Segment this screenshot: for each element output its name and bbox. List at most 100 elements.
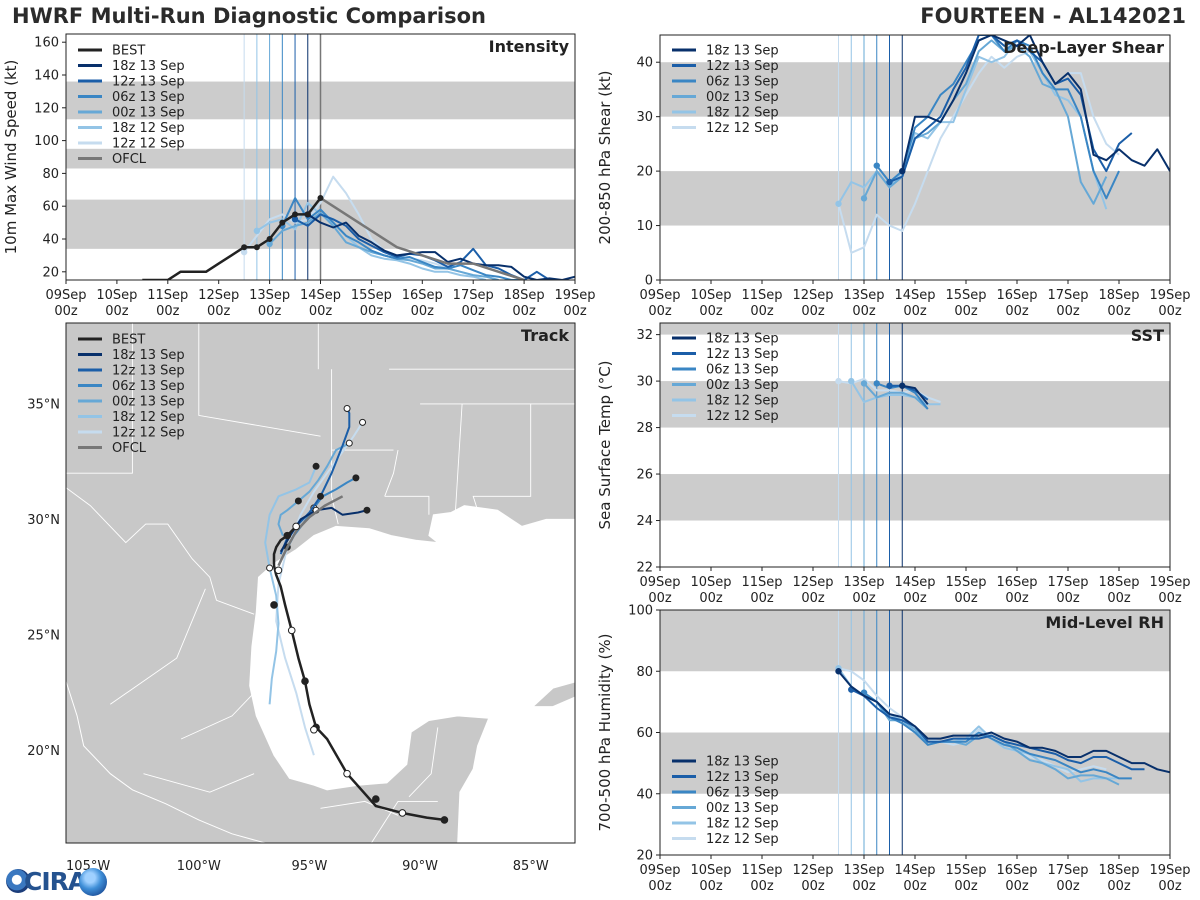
x-tick-sublabel: 00z — [563, 304, 587, 319]
series-init-marker — [240, 248, 248, 256]
x-tick-sublabel: 00z — [699, 879, 723, 894]
x-tick-label: 19Sep — [1149, 863, 1190, 878]
series-init-marker — [873, 162, 880, 169]
x-tick-label: 18Sep — [1098, 863, 1139, 878]
legend-label: 12z 13 Sep — [706, 770, 779, 785]
series-group — [835, 664, 1170, 786]
y-tick-label: 30 — [636, 110, 653, 125]
legend-label: 06z 13 Sep — [706, 786, 779, 801]
y-tick-label: 80 — [42, 167, 59, 182]
border-line — [198, 323, 321, 437]
x-tick-sublabel: 00z — [903, 591, 927, 606]
series-init-marker — [860, 380, 868, 387]
series-init-marker — [291, 216, 299, 223]
x-tick-label: 17Sep — [453, 288, 494, 303]
x-tick-label: 12Sep — [198, 288, 239, 303]
best-point — [241, 244, 248, 251]
x-tick-label: 18Sep — [1098, 288, 1139, 303]
x-tick-label: 11Sep — [741, 863, 782, 878]
panel-title: Mid-Level RH — [1045, 613, 1164, 632]
series-line-2 — [863, 691, 1132, 780]
legend-label: 06z 13 Sep — [706, 363, 779, 378]
lon-tick-label: 90°W — [402, 859, 438, 874]
y-tick-label: 40 — [42, 233, 59, 248]
legend-label: 00z 13 Sep — [706, 378, 779, 393]
lon-tick-label: 85°W — [513, 859, 549, 874]
x-tick-sublabel: 00z — [648, 879, 672, 894]
legend-label: 12z 13 Sep — [706, 347, 779, 362]
legend-label: OFCL — [112, 441, 147, 456]
x-tick-sublabel: 00z — [903, 879, 927, 894]
lat-tick-label: 25°N — [27, 629, 60, 644]
series-line-0 — [902, 384, 929, 405]
y-tick-label: 100 — [34, 134, 59, 149]
cira-wordmark: CIRA — [24, 867, 87, 896]
land-cuba — [531, 681, 575, 708]
cira-logo: CIRA — [4, 866, 114, 898]
land-pacific-coast — [66, 680, 266, 843]
y-tick-label: 140 — [34, 69, 59, 84]
best-point — [317, 195, 324, 201]
x-tick-label: 16Sep — [996, 575, 1037, 590]
figure-title: HWRF Multi-Run Diagnostic Comparison — [12, 4, 487, 28]
x-tick-label: 10Sep — [690, 575, 731, 590]
track-run-3 — [277, 442, 350, 536]
track-end-marker — [352, 474, 360, 482]
x-tick-sublabel: 00z — [801, 591, 825, 606]
lat-tick-label: 20°N — [27, 744, 60, 759]
x-tick-sublabel: 00z — [750, 591, 774, 606]
border-line — [143, 773, 255, 793]
legend-label: 12z 13 Sep — [112, 364, 185, 379]
border-line — [408, 727, 439, 798]
x-tick-sublabel: 00z — [411, 304, 435, 319]
x-tick-sublabel: 00z — [852, 304, 876, 319]
track-mid-marker — [317, 492, 324, 500]
x-tick-sublabel: 00z — [1056, 879, 1080, 894]
x-tick-label: 09Sep — [639, 863, 680, 878]
legend-label: 00z 13 Sep — [112, 106, 185, 121]
globe-icon — [79, 868, 107, 896]
ofcl-line — [319, 196, 525, 280]
x-tick-label: 19Sep — [1149, 575, 1190, 590]
border-line — [455, 403, 463, 511]
y-tick-label: 30 — [636, 375, 653, 390]
lon-tick-label: 100°W — [177, 859, 221, 874]
y-tick-label: 26 — [636, 468, 653, 483]
series-init-marker — [886, 382, 893, 389]
x-tick-label: 10Sep — [690, 288, 731, 303]
legend-label: 12z 13 Sep — [112, 75, 185, 90]
x-tick-sublabel: 00z — [1056, 591, 1080, 606]
y-tick-label: 24 — [636, 514, 653, 529]
series-init-marker — [899, 382, 906, 389]
border-line — [371, 800, 438, 843]
legend-label: OFCL — [112, 152, 147, 167]
legend-label: 18z 13 Sep — [706, 332, 779, 347]
track-mid-marker — [266, 564, 274, 572]
x-tick-label: 15Sep — [945, 288, 986, 303]
border-line — [180, 692, 255, 740]
x-tick-label: 19Sep — [554, 288, 595, 303]
legend-label: 12z 12 Sep — [706, 409, 779, 424]
y-tick-label: 28 — [636, 421, 653, 436]
x-tick-label: 10Sep — [96, 288, 137, 303]
legend-label: 00z 13 Sep — [112, 395, 185, 410]
legend-label: BEST — [112, 333, 145, 348]
x-tick-sublabel: 00z — [648, 304, 672, 319]
x-tick-label: 19Sep — [1149, 288, 1190, 303]
x-tick-label: 17Sep — [1047, 288, 1088, 303]
best-point — [253, 244, 260, 251]
x-tick-sublabel: 00z — [699, 304, 723, 319]
series-init-marker — [886, 178, 893, 186]
x-tick-label: 15Sep — [945, 575, 986, 590]
track-end-marker — [359, 418, 367, 426]
legend-label: 12z 12 Sep — [112, 426, 185, 441]
best-track-point — [343, 769, 351, 778]
panel-title: Deep-Layer Shear — [1003, 38, 1164, 57]
y-tick-label: 32 — [636, 328, 653, 343]
legend-label: 18z 12 Sep — [112, 410, 185, 425]
y-tick-label: 20 — [636, 165, 653, 180]
chart-shear: 01020304009Sep00z10Sep00z11Sep00z12Sep00… — [596, 34, 1191, 319]
x-tick-sublabel: 00z — [207, 304, 231, 319]
best-track-point — [372, 795, 380, 803]
